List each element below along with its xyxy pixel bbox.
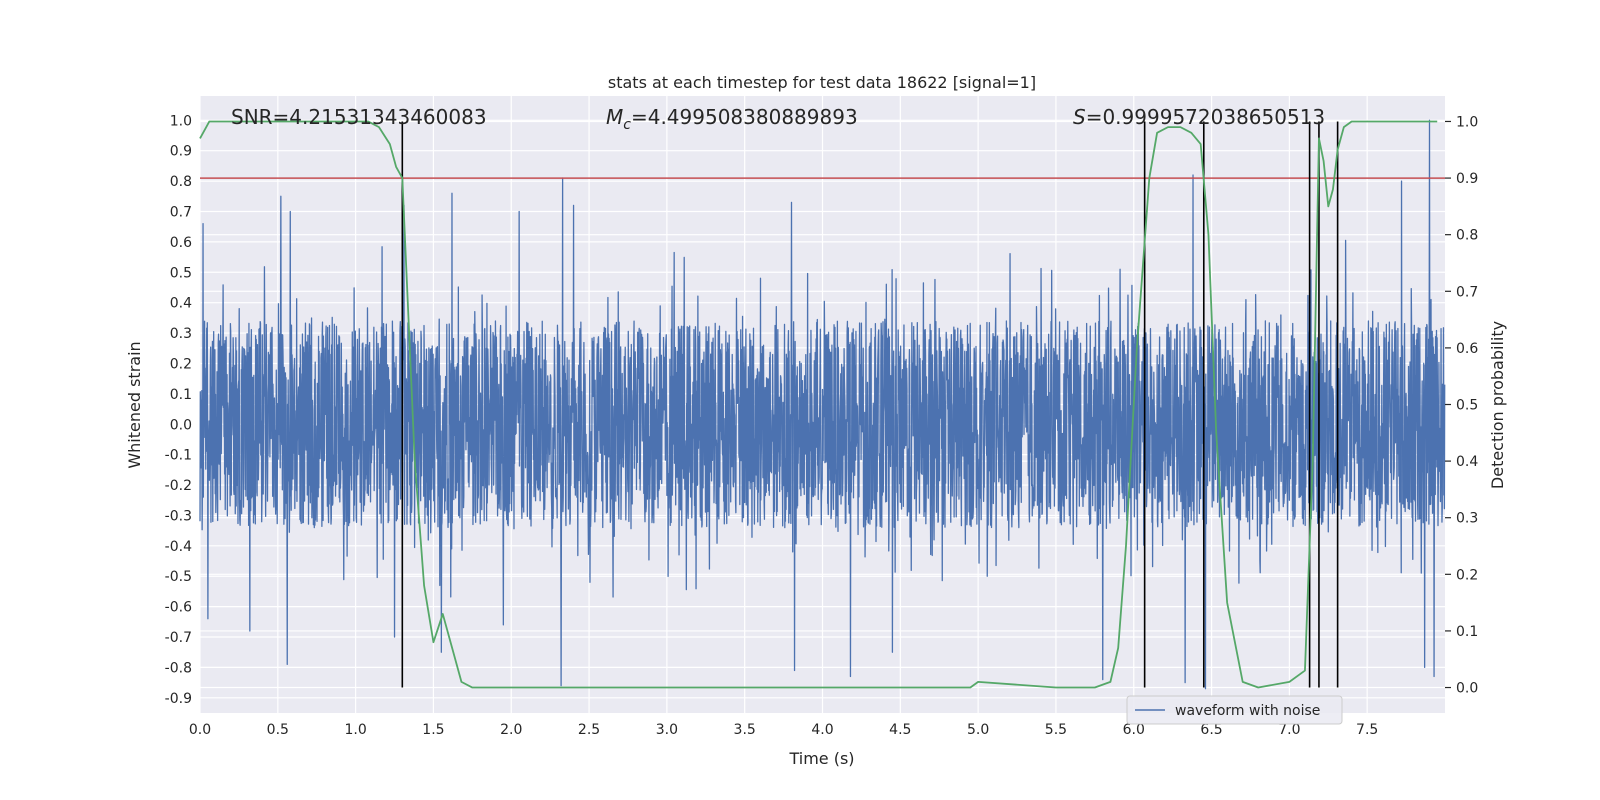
y-tick-label: 0.8 (170, 174, 192, 190)
legend-label: waveform with noise (1175, 703, 1320, 719)
y-tick-label: -0.7 (165, 630, 192, 646)
x-tick-label: 3.5 (734, 722, 756, 738)
y2-tick-label: 0.1 (1456, 624, 1478, 640)
y2-tick-label: 0.8 (1456, 228, 1478, 244)
y2-tick-label: 0.5 (1456, 398, 1478, 414)
waveform-series (199, 119, 1446, 690)
probability-line (199, 120, 1438, 689)
y-tick-label: 0.4 (170, 296, 192, 312)
x-tick-label: 4.5 (889, 722, 911, 738)
x-tick-label: 0.5 (267, 722, 289, 738)
y-tick-label: -0.5 (165, 569, 192, 585)
score-annotation: S=0.9999572038650513 (1073, 105, 1325, 129)
x-tick-label: 5.0 (967, 722, 989, 738)
y-tick-label: -0.1 (165, 448, 192, 464)
overlay-lines (200, 121, 1445, 688)
chirp-mass-symbol: M (606, 105, 623, 129)
chart-title: stats at each timestep for test data 186… (608, 73, 1036, 92)
y-tick-label: 0.3 (170, 326, 192, 342)
y-tick-label: -0.2 (165, 478, 192, 494)
y-axis-label: Whitened strain (125, 341, 144, 468)
chirp-mass-value: =4.499508380889893 (631, 105, 858, 129)
x-tick-label: 1.5 (422, 722, 444, 738)
x-tick-label: 1.0 (344, 722, 366, 738)
chirp-mass-annotation: Mc=4.499508380889893 (606, 105, 858, 133)
legend-box (1126, 695, 1343, 725)
x-axis-label: Time (s) (788, 749, 854, 768)
y2-tick-label: 0.0 (1456, 681, 1478, 697)
snr-annotation: SNR=4.21531343460083 (231, 105, 487, 129)
x-tick-label: 6.5 (1200, 722, 1222, 738)
y2-tick-label: 1.0 (1456, 114, 1478, 130)
y-tick-label: 0.5 (170, 265, 192, 281)
waveform-line (199, 119, 1446, 690)
score-symbol: S (1073, 105, 1086, 129)
x-tick-label: 7.5 (1356, 722, 1378, 738)
x-tick-label: 6.0 (1123, 722, 1145, 738)
y-tick-label: 0.1 (170, 387, 192, 403)
y2-tick-label: 0.7 (1456, 284, 1478, 300)
y-tick-label: -0.3 (165, 508, 192, 524)
tick-labels: 0.0 0.5 1.0 1.5 2.0 2.5 3.0 3.5 4.0 4.5 5.0 5.5 6.0 6… (165, 113, 1479, 738)
y-tick-label: 0.2 (170, 356, 192, 372)
y2-tick-label: 0.4 (1456, 454, 1478, 470)
probability-series (199, 120, 1438, 689)
legend: waveform with noise (1126, 695, 1343, 725)
y2-tick-label: 0.9 (1456, 171, 1478, 187)
y-tick-label: 1.0 (170, 113, 192, 129)
y2-tick-label: 0.2 (1456, 567, 1478, 583)
y-tick-label: -0.9 (165, 691, 192, 707)
y-tick-label: 0.9 (170, 144, 192, 160)
y-tick-label: 0.6 (170, 235, 192, 251)
x-tick-label: 4.0 (811, 722, 833, 738)
y-tick-label: -0.6 (165, 600, 192, 616)
x-tick-label: 5.5 (1045, 722, 1067, 738)
y-tick-label: 0.7 (170, 204, 192, 220)
chirp-mass-subscript: c (623, 117, 631, 133)
y-tick-label: -0.8 (165, 660, 192, 676)
y-tick-label: -0.4 (165, 539, 192, 555)
y2-axis-label: Detection probability (1488, 321, 1507, 489)
y2-tick-label: 0.3 (1456, 511, 1478, 527)
y-tick-label: 0.0 (170, 417, 192, 433)
x-tick-label: 2.5 (578, 722, 600, 738)
x-tick-label: 2.0 (500, 722, 522, 738)
x-tick-label: 7.0 (1278, 722, 1300, 738)
x-tick-label: 0.0 (189, 722, 211, 738)
score-value: =0.9999572038650513 (1086, 105, 1325, 129)
x-tick-label: 3.0 (656, 722, 678, 738)
y2-tick-label: 0.6 (1456, 341, 1478, 357)
